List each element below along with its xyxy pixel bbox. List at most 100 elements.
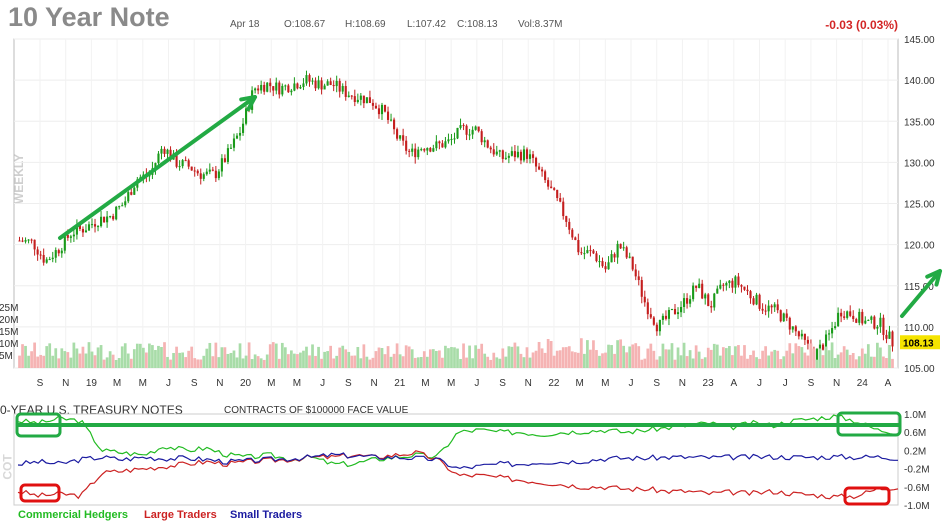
candle-body [254, 88, 257, 91]
volume-tick-label: 5M [0, 351, 13, 362]
volume-bar [561, 347, 565, 368]
candle-body [495, 151, 498, 155]
volume-bar [468, 345, 471, 368]
x-tick-label: M [575, 378, 583, 389]
candle-body [238, 132, 242, 136]
candle-body [516, 151, 519, 158]
volume-bar [731, 355, 734, 368]
candle-body [78, 225, 81, 229]
volume-bar [607, 344, 610, 368]
candle-body [399, 135, 402, 139]
volume-bar [205, 348, 209, 368]
volume-bar [48, 343, 52, 368]
candle-body [728, 280, 731, 284]
x-tick-label: A [885, 378, 892, 389]
candle-body [891, 331, 894, 347]
cot-frame [13, 413, 899, 506]
volume-bar [141, 347, 145, 368]
candle-body [353, 96, 356, 103]
volume-bar [567, 346, 571, 368]
volume-bar [148, 343, 151, 368]
volume-bar [259, 358, 263, 368]
candle-body [658, 319, 661, 332]
candle-body [652, 317, 655, 325]
candle-body [873, 316, 876, 329]
volume-bar [253, 354, 257, 368]
candle-body [371, 102, 374, 106]
candle-body [465, 125, 468, 135]
volume-bar [280, 342, 284, 368]
volume-tick-label: 20M [0, 315, 18, 326]
volume-bar [296, 354, 299, 368]
volume-bar [709, 349, 713, 368]
candle-body [326, 81, 329, 86]
x-tick-label: S [345, 378, 352, 389]
candle-body [154, 163, 157, 169]
candle-body [281, 85, 284, 95]
candle-body [852, 315, 855, 320]
volume-bar [842, 346, 846, 368]
volume-bar [392, 353, 396, 368]
candle-body [849, 311, 852, 316]
volume-bar [604, 352, 607, 368]
candle-body [456, 127, 459, 139]
uptrend-arrow [58, 95, 257, 240]
candle-body [121, 205, 124, 207]
volume-bar [586, 340, 589, 368]
candle-body [761, 308, 764, 311]
candle-body [160, 148, 163, 154]
volume-bar [676, 347, 680, 368]
candle-body [272, 86, 275, 91]
volume-bar [54, 348, 58, 368]
volume-bar [232, 350, 236, 368]
volume-bar [447, 348, 450, 368]
volume-bar [827, 350, 831, 368]
low-label: L:107.42 [407, 19, 446, 30]
x-tick-label: M [421, 378, 429, 389]
volume-bar [830, 342, 834, 368]
candle-body [782, 313, 785, 322]
candle-body [332, 84, 335, 87]
candle-body [235, 135, 239, 139]
candle-body [39, 254, 42, 256]
volume-bar [570, 351, 574, 368]
candle-body [45, 259, 48, 263]
candle-body [414, 148, 417, 158]
volume-bar [332, 358, 336, 368]
candle-body [438, 141, 441, 144]
candle-body [719, 284, 722, 289]
candle-body [758, 294, 761, 309]
volume-bar [341, 345, 345, 368]
volume-bar [522, 357, 526, 368]
candle-body [498, 150, 501, 152]
candle-body [24, 240, 27, 242]
volume-bar [36, 356, 39, 368]
candle-body [193, 170, 196, 172]
candle-body [109, 216, 112, 218]
volume-bar [407, 346, 411, 368]
volume-bar [836, 354, 840, 368]
y-tick-label: 110.00 [904, 323, 934, 334]
volume-label: Vol:8.37M [518, 19, 563, 30]
volume-bar [465, 357, 468, 368]
volume-bar [869, 356, 873, 368]
x-tick-label: J [783, 378, 788, 389]
candle-body [861, 311, 864, 324]
candle-body [175, 153, 178, 167]
volume-bar [283, 347, 287, 368]
x-tick-label: 20 [240, 378, 252, 389]
volume-bar [235, 357, 239, 368]
candle-body [634, 269, 637, 277]
volume-bar [123, 343, 127, 368]
volume-bar [848, 354, 852, 368]
candle-body [749, 291, 752, 299]
candle-body [374, 105, 378, 109]
candle-body [734, 276, 737, 288]
volume-bar [652, 350, 656, 368]
volume-bar [78, 353, 82, 368]
volume-bar [501, 348, 505, 368]
volume-bar [199, 359, 203, 368]
volume-bar [111, 354, 115, 368]
candle-body [199, 173, 202, 179]
volume-bar [244, 355, 248, 368]
